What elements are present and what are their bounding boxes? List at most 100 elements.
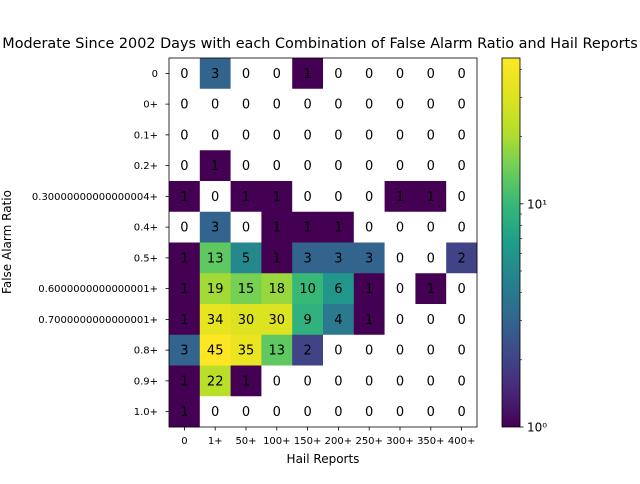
heatmap-cell: [415, 334, 447, 366]
cell-value-label: 0: [273, 405, 281, 420]
y-tick-label: 0.9+: [134, 376, 158, 387]
heatmap-cell: [415, 273, 447, 305]
cell-value-label: 0: [427, 67, 435, 82]
heatmap-cell: [353, 150, 385, 182]
heatmap-cell: [199, 273, 231, 305]
cell-value-label: 1: [303, 221, 311, 236]
heatmap-cell: [353, 365, 385, 397]
heatmap-cell: [230, 119, 262, 151]
cell-value-label: 0: [457, 221, 465, 236]
cell-value-label: 0: [396, 282, 404, 297]
heatmap-cell: [199, 334, 231, 366]
heatmap-cell: [384, 242, 416, 274]
heatmap-cell: [169, 181, 201, 213]
cell-value-label: 3: [365, 251, 373, 266]
heatmap-cell: [446, 88, 478, 120]
heatmap-cell-labels: 0 3 0 0 1 0 0 0 0 00 0 0 0 0 0 0 0 0 00 0 0 0 0 0 0 0 0 00 1 0 0 0 0 0 0 0 0…: [180, 67, 465, 420]
cell-value-label: 0: [365, 98, 373, 113]
cell-value-label: 0: [457, 374, 465, 389]
heatmap-cell: [292, 273, 324, 305]
cell-value-label: 0: [334, 344, 342, 359]
heatmap-cell: [384, 58, 416, 90]
heatmap-cells: [169, 58, 478, 428]
cell-value-label: 0: [180, 128, 188, 143]
cell-value-label: 0: [273, 159, 281, 174]
cell-value-label: 1: [211, 159, 219, 174]
cell-value-label: 0: [427, 405, 435, 420]
cell-value-label: 0: [242, 128, 250, 143]
heatmap-cell: [446, 242, 478, 274]
cell-value-label: 1: [334, 221, 342, 236]
x-tick-label: 100+: [263, 436, 290, 447]
heatmap-cell: [323, 273, 355, 305]
heatmap-cell: [292, 242, 324, 274]
heatmap-cell: [230, 242, 262, 274]
heatmap-cell: [384, 396, 416, 428]
cell-value-label: 0: [334, 67, 342, 82]
heatmap-cell: [415, 242, 447, 274]
cell-value-label: 0: [396, 128, 404, 143]
cell-value-label: 1: [365, 313, 373, 328]
heatmap-cell: [230, 58, 262, 90]
cell-value-label: 0: [334, 128, 342, 143]
cell-value-label: 0: [427, 344, 435, 359]
cell-value-label: 1: [242, 190, 250, 205]
cell-value-label: 34: [207, 313, 224, 328]
heatmap-cell: [199, 365, 231, 397]
heatmap-cell: [323, 334, 355, 366]
heatmap-cell: [446, 396, 478, 428]
heatmap-cell: [230, 88, 262, 120]
heatmap-cell: [261, 211, 293, 243]
y-tick-label: 0+: [143, 100, 158, 111]
heatmap-cell: [199, 181, 231, 213]
heatmap-cell: [261, 365, 293, 397]
heatmap-cell: [292, 150, 324, 182]
cell-value-label: 19: [207, 282, 224, 297]
cell-value-label: 0: [457, 98, 465, 113]
cell-value-label: 0: [427, 98, 435, 113]
cell-value-label: 35: [238, 344, 255, 359]
heatmap-cell: [353, 334, 385, 366]
cell-value-label: 1: [427, 282, 435, 297]
cell-value-label: 1: [180, 190, 188, 205]
cell-value-label: 1: [180, 374, 188, 389]
cell-value-label: 0: [457, 313, 465, 328]
cell-value-label: 0: [457, 282, 465, 297]
heatmap-cell: [169, 242, 201, 274]
heatmap-cell: [353, 211, 385, 243]
cell-value-label: 0: [211, 405, 219, 420]
heatmap-cell: [199, 396, 231, 428]
cell-value-label: 3: [211, 67, 219, 82]
heatmap-cell: [415, 365, 447, 397]
heatmap-cell: [230, 365, 262, 397]
heatmap-cell: [292, 334, 324, 366]
heatmap-cell: [384, 211, 416, 243]
cell-value-label: 0: [396, 159, 404, 174]
cell-value-label: 13: [207, 251, 224, 266]
heatmap-cell: [415, 119, 447, 151]
heatmap-cell: [292, 58, 324, 90]
cell-value-label: 0: [334, 159, 342, 174]
heatmap-cell: [446, 304, 478, 336]
cell-value-label: 0: [273, 98, 281, 113]
heatmap-cell: [199, 58, 231, 90]
heatmap-cell: [199, 150, 231, 182]
cell-value-label: 0: [242, 98, 250, 113]
cell-value-label: 0: [334, 405, 342, 420]
heatmap-cell: [199, 119, 231, 151]
cell-value-label: 1: [180, 251, 188, 266]
cell-value-label: 0: [180, 98, 188, 113]
cell-value-label: 0: [396, 67, 404, 82]
heatmap-cell: [353, 88, 385, 120]
cell-value-label: 0: [303, 374, 311, 389]
heatmap-cell: [384, 334, 416, 366]
cell-value-label: 0: [457, 67, 465, 82]
heatmap-cell: [261, 273, 293, 305]
heatmap-cell: [169, 88, 201, 120]
heatmap-cell: [323, 242, 355, 274]
x-axis-ticks: 0 1+ 50+ 100+ 150+ 200+ 250+ 300+ 350+ 400+: [181, 427, 475, 447]
cell-value-label: 0: [396, 374, 404, 389]
heatmap-cell: [261, 334, 293, 366]
cell-value-label: 0: [242, 67, 250, 82]
heatmap-cell: [292, 181, 324, 213]
